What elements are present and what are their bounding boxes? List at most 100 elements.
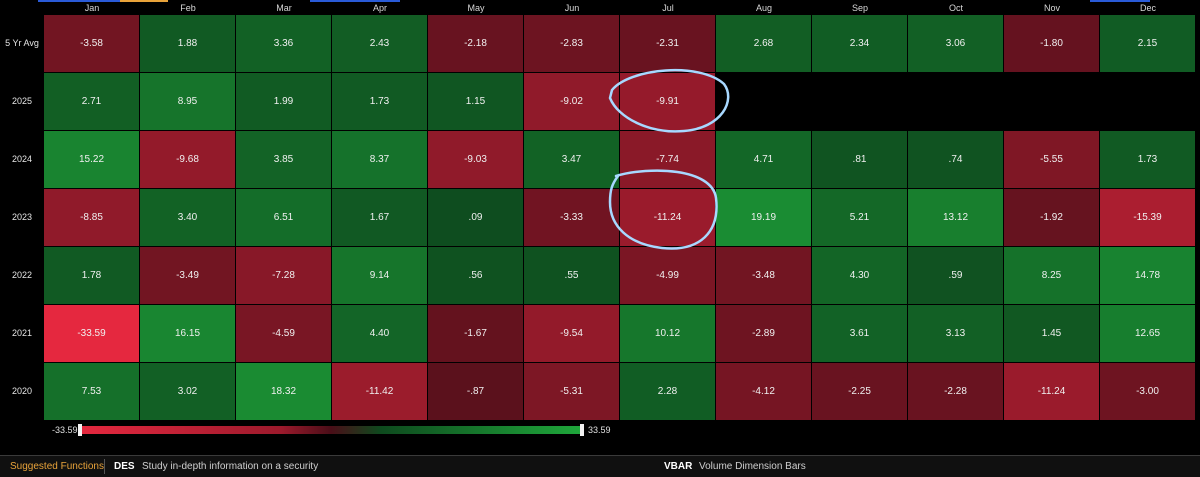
heatmap-cell[interactable]: -4.99 xyxy=(620,247,716,305)
heatmap-cell[interactable]: 19.19 xyxy=(716,189,812,247)
heatmap-cell[interactable]: 12.65 xyxy=(1100,305,1196,363)
color-scale: -33.59 33.59 xyxy=(0,420,1200,440)
month-label-feb: Feb xyxy=(180,3,196,13)
heatmap-cell[interactable]: 8.95 xyxy=(140,73,236,131)
heatmap-cell[interactable]: 6.51 xyxy=(236,189,332,247)
heatmap-cell[interactable]: -9.02 xyxy=(524,73,620,131)
heatmap-cell[interactable]: 2.43 xyxy=(332,15,428,73)
heatmap-cell[interactable]: 4.40 xyxy=(332,305,428,363)
heatmap-cell[interactable]: -1.67 xyxy=(428,305,524,363)
heatmap-cell[interactable]: 1.73 xyxy=(332,73,428,131)
heatmap-cell[interactable]: -7.74 xyxy=(620,131,716,189)
des-function-desc[interactable]: Study in-depth information on a security xyxy=(142,461,319,472)
heatmap-cell[interactable]: -5.55 xyxy=(1004,131,1100,189)
heatmap-cell[interactable]: -9.91 xyxy=(620,73,716,131)
heatmap-cell[interactable]: 2.71 xyxy=(44,73,140,131)
row-label: 5 Yr Avg xyxy=(5,38,39,48)
heatmap-cell[interactable]: .59 xyxy=(908,247,1004,305)
heatmap-cell[interactable]: 2.28 xyxy=(620,363,716,421)
heatmap-cell[interactable]: -2.89 xyxy=(716,305,812,363)
heatmap-cell[interactable]: 3.61 xyxy=(812,305,908,363)
heatmap-cell[interactable]: -15.39 xyxy=(1100,189,1196,247)
heatmap-cell[interactable]: 16.15 xyxy=(140,305,236,363)
month-label-mar: Mar xyxy=(276,3,292,13)
heatmap-cell[interactable]: 4.30 xyxy=(812,247,908,305)
heatmap-cell[interactable]: 3.13 xyxy=(908,305,1004,363)
heatmap-cell[interactable]: -2.28 xyxy=(908,363,1004,421)
heatmap-cell[interactable]: 8.37 xyxy=(332,131,428,189)
scale-left-handle[interactable] xyxy=(78,424,82,436)
heatmap-cell[interactable]: -4.12 xyxy=(716,363,812,421)
month-label-may: May xyxy=(467,3,485,13)
heatmap-cell[interactable]: -3.33 xyxy=(524,189,620,247)
heatmap-cell[interactable]: -11.24 xyxy=(1004,363,1100,421)
heatmap-cell[interactable]: -4.59 xyxy=(236,305,332,363)
scale-right-handle[interactable] xyxy=(580,424,584,436)
heatmap-cell[interactable]: 8.25 xyxy=(1004,247,1100,305)
heatmap-cell[interactable]: -3.58 xyxy=(44,15,140,73)
heatmap-cell[interactable]: 13.12 xyxy=(908,189,1004,247)
heatmap-cell[interactable]: 1.73 xyxy=(1100,131,1196,189)
month-label-nov: Nov xyxy=(1043,3,1060,13)
heatmap-cell[interactable]: 3.85 xyxy=(236,131,332,189)
heatmap-cell[interactable]: -3.49 xyxy=(140,247,236,305)
heatmap-cell[interactable]: -9.03 xyxy=(428,131,524,189)
heatmap-cell[interactable]: 3.40 xyxy=(140,189,236,247)
heatmap-cell[interactable]: 4.71 xyxy=(716,131,812,189)
row-label: 2024 xyxy=(11,154,33,164)
month-label-jul: Jul xyxy=(662,3,674,13)
heatmap-cell[interactable]: .55 xyxy=(524,247,620,305)
heatmap-cell[interactable]: -11.42 xyxy=(332,363,428,421)
heatmap-cell[interactable]: 2.68 xyxy=(716,15,812,73)
heatmap-cell[interactable]: 7.53 xyxy=(44,363,140,421)
heatmap-cell[interactable]: -2.31 xyxy=(620,15,716,73)
row-label: 2020 xyxy=(11,386,33,396)
heatmap-cell[interactable]: -2.83 xyxy=(524,15,620,73)
heatmap-cell[interactable]: 15.22 xyxy=(44,131,140,189)
heatmap-cell[interactable]: 14.78 xyxy=(1100,247,1196,305)
heatmap-cell[interactable]: -9.54 xyxy=(524,305,620,363)
heatmap-cell[interactable]: -1.80 xyxy=(1004,15,1100,73)
heatmap-cell[interactable]: 1.45 xyxy=(1004,305,1100,363)
heatmap-cell[interactable]: -.87 xyxy=(428,363,524,421)
suggested-functions-label[interactable]: Suggested Functions xyxy=(10,461,104,472)
heatmap-cell[interactable]: 9.14 xyxy=(332,247,428,305)
des-function-code[interactable]: DES xyxy=(114,461,135,472)
heatmap-cell[interactable]: 18.32 xyxy=(236,363,332,421)
heatmap-cell[interactable]: 5.21 xyxy=(812,189,908,247)
heatmap-cell[interactable]: .74 xyxy=(908,131,1004,189)
heatmap-cell[interactable]: 3.06 xyxy=(908,15,1004,73)
heatmap-cell[interactable]: -2.18 xyxy=(428,15,524,73)
heatmap-cell[interactable]: .09 xyxy=(428,189,524,247)
heatmap-cell[interactable]: 3.36 xyxy=(236,15,332,73)
heatmap-cell[interactable]: -3.48 xyxy=(716,247,812,305)
heatmap-cell[interactable]: 1.78 xyxy=(44,247,140,305)
scale-min-label: -33.59 xyxy=(52,425,78,435)
heatmap-cell[interactable]: 3.02 xyxy=(140,363,236,421)
month-label-jun: Jun xyxy=(564,3,580,13)
heatmap-cell[interactable]: 1.67 xyxy=(332,189,428,247)
heatmap-cell[interactable]: -7.28 xyxy=(236,247,332,305)
heatmap-cell[interactable]: -11.24 xyxy=(620,189,716,247)
heatmap-cell[interactable]: .81 xyxy=(812,131,908,189)
row-label: 2023 xyxy=(11,212,33,222)
heatmap-cell[interactable]: 10.12 xyxy=(620,305,716,363)
vbar-function-code[interactable]: VBAR xyxy=(664,461,693,472)
heatmap-cell[interactable]: -9.68 xyxy=(140,131,236,189)
heatmap-cell[interactable]: -5.31 xyxy=(524,363,620,421)
heatmap-cell[interactable]: .56 xyxy=(428,247,524,305)
heatmap-cell[interactable]: 3.47 xyxy=(524,131,620,189)
heatmap-cell[interactable]: 1.88 xyxy=(140,15,236,73)
heatmap-cell[interactable]: -3.00 xyxy=(1100,363,1196,421)
heatmap-cell[interactable]: 1.99 xyxy=(236,73,332,131)
heatmap-cell[interactable]: -8.85 xyxy=(44,189,140,247)
heatmap-cell[interactable]: -2.25 xyxy=(812,363,908,421)
month-label-oct: Oct xyxy=(948,3,963,13)
heatmap-cell[interactable]: 1.15 xyxy=(428,73,524,131)
heatmap-cell[interactable]: 2.15 xyxy=(1100,15,1196,73)
heatmap-cell[interactable]: -33.59 xyxy=(44,305,140,363)
heatmap-cell[interactable]: -1.92 xyxy=(1004,189,1100,247)
month-label-jan: Jan xyxy=(84,3,100,13)
heatmap-cell[interactable]: 2.34 xyxy=(812,15,908,73)
vbar-function-desc[interactable]: Volume Dimension Bars xyxy=(699,461,806,472)
